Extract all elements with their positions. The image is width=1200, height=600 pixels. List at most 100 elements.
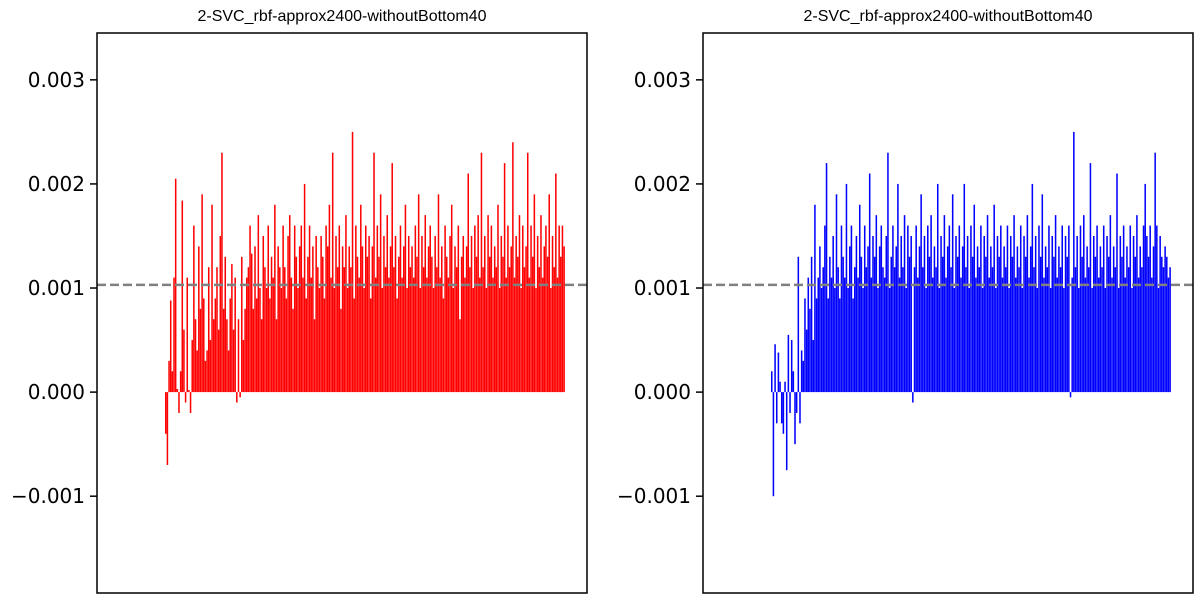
- bar: [824, 225, 826, 393]
- bar: [1142, 225, 1145, 393]
- bar: [1162, 267, 1165, 393]
- bar: [462, 235, 465, 393]
- bar: [998, 256, 1000, 393]
- bar: [188, 390, 190, 393]
- bar: [948, 225, 951, 393]
- bar: [1111, 277, 1113, 393]
- bar: [1046, 267, 1049, 393]
- bar: [274, 204, 276, 393]
- bar: [179, 371, 182, 393]
- bar: [853, 267, 856, 393]
- bar: [956, 256, 959, 393]
- bar: [774, 344, 776, 393]
- bar: [837, 267, 839, 393]
- bar: [883, 277, 886, 393]
- y-tick-label: 0.001: [634, 276, 691, 300]
- bar: [917, 277, 919, 393]
- bar: [1041, 194, 1044, 393]
- bar: [1078, 288, 1080, 393]
- bar: [442, 298, 445, 393]
- bar: [1039, 256, 1042, 393]
- bar: [1056, 277, 1059, 393]
- bar: [242, 340, 245, 393]
- bar: [862, 288, 864, 393]
- bar: [303, 183, 306, 393]
- bar: [1014, 277, 1017, 393]
- bar: [351, 131, 354, 393]
- bar: [902, 267, 904, 393]
- bar: [1076, 235, 1078, 393]
- bar: [930, 215, 932, 393]
- bar: [805, 329, 808, 393]
- bar: [229, 298, 231, 393]
- bar: [464, 277, 466, 393]
- bar: [920, 194, 922, 393]
- bar: [393, 267, 395, 393]
- bar: [807, 277, 810, 393]
- bar: [832, 235, 834, 393]
- bar: [932, 277, 934, 393]
- bar: [877, 288, 879, 393]
- bar: [1157, 288, 1160, 393]
- bar: [206, 350, 208, 393]
- bar: [293, 225, 296, 393]
- bar: [802, 360, 805, 393]
- bar: [427, 246, 430, 393]
- bar: [204, 360, 207, 393]
- bar: [189, 392, 192, 413]
- bar: [368, 235, 370, 393]
- bar: [1053, 256, 1055, 393]
- bar: [356, 256, 359, 393]
- bar: [840, 225, 843, 393]
- bar: [315, 235, 317, 393]
- bar: [885, 235, 888, 393]
- bar: [772, 392, 775, 497]
- bar: [775, 392, 778, 424]
- bar: [381, 288, 384, 393]
- bar: [320, 235, 322, 393]
- bar: [981, 288, 984, 393]
- bar: [287, 235, 289, 393]
- bar: [1016, 246, 1019, 393]
- bar: [827, 298, 829, 393]
- bar: [991, 267, 994, 393]
- bar: [820, 288, 823, 393]
- bar: [267, 225, 269, 393]
- bar: [548, 194, 550, 393]
- bar: [505, 277, 508, 393]
- bar: [1151, 277, 1153, 393]
- bar: [946, 246, 949, 393]
- y-tick-label: −0.001: [11, 484, 85, 508]
- bar: [389, 246, 392, 393]
- bar: [211, 204, 213, 393]
- bar-series: [165, 131, 565, 465]
- bar: [322, 256, 324, 393]
- bar: [558, 225, 560, 393]
- bar: [888, 288, 891, 393]
- bar: [472, 288, 474, 393]
- bar: [870, 277, 873, 393]
- bar: [817, 277, 819, 393]
- bar: [958, 225, 961, 393]
- bar: [331, 152, 334, 393]
- bar: [872, 235, 874, 393]
- chart-title: 2-SVC_rbf-approx2400-withoutBottom40: [803, 8, 1092, 25]
- bar: [447, 277, 450, 393]
- bar: [935, 267, 937, 393]
- plot-frame: [702, 32, 1194, 594]
- bar: [460, 256, 463, 393]
- bar: [449, 235, 451, 393]
- bar: [429, 225, 431, 393]
- bar: [560, 256, 562, 393]
- bar: [780, 392, 783, 424]
- bar-series: [771, 131, 1171, 497]
- bar: [975, 277, 977, 393]
- bar: [847, 288, 849, 393]
- bar: [398, 256, 400, 393]
- bar: [782, 392, 785, 434]
- bar: [553, 267, 555, 393]
- bar: [887, 152, 889, 393]
- bar: [898, 277, 901, 393]
- bar: [777, 352, 780, 393]
- bar: [1141, 267, 1143, 393]
